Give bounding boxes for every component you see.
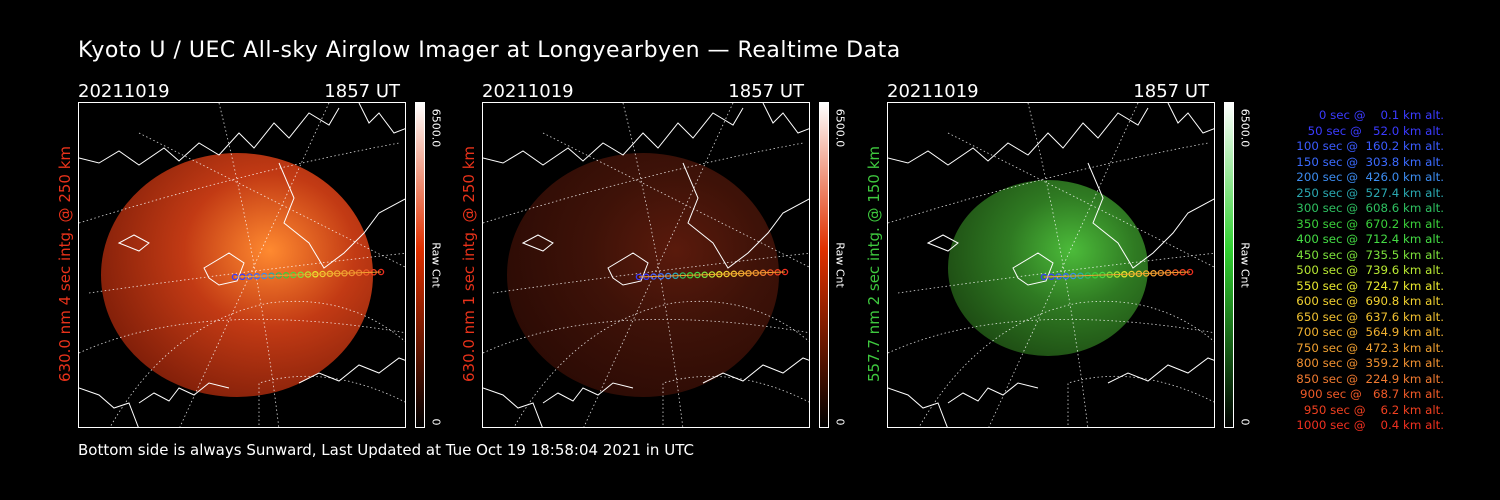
colorbar-1-min: 0 [429,418,443,426]
legend-row: 500 sec @ 739.6 km alt. [1292,263,1444,277]
legend-row: 900 sec @ 68.7 km alt. [1296,387,1444,401]
legend-row: 850 sec @ 224.9 km alt. [1292,371,1444,386]
colorbar-3-min: 0 [1238,418,1252,426]
legend-row: 300 sec @ 608.6 km alt. [1292,201,1444,215]
panel-2-wavelength-label: 630.0 nm 1 sec intg. @ 250 km [460,145,478,383]
colorbar-1-unit: Raw Cnt [429,242,443,288]
legend-row: 200 sec @ 426.0 km alt. [1292,170,1444,184]
page-title: Kyoto U / UEC All-sky Airglow Imager at … [78,38,901,63]
panel-3-date: 20211019 [887,81,979,102]
legend-row: 100 sec @ 160.2 km alt. [1292,139,1444,153]
panel-1-time: 1857 UT [324,81,400,102]
colorbar-2-unit: Raw Cnt [833,242,847,288]
panel-3-wavelength-label: 557.7 nm 2 sec intg. @ 150 km [865,145,883,383]
colorbar-2-max: 6500.0 [833,108,847,148]
legend-row: 150 sec @ 303.8 km alt. [1292,154,1444,169]
colorbar-2-min: 0 [833,418,847,426]
legend-row: 700 sec @ 564.9 km alt. [1292,325,1444,339]
legend-row: 0 sec @ 0.1 km alt. [1307,108,1444,122]
airglow-image-557nm-2s [887,102,1215,428]
colorbar-panel-2 [819,102,829,428]
colorbar-3-max: 6500.0 [1238,108,1252,148]
legend-row: 450 sec @ 735.5 km alt. [1292,247,1444,262]
footer-status: Bottom side is always Sunward, Last Upda… [78,441,694,459]
legend-row: 800 sec @ 359.2 km alt. [1292,356,1444,370]
airglow-image-630nm-1s [482,102,810,428]
trajectory-legend: 0 sec @ 0.1 km alt. 50 sec @ 52.0 km alt… [1262,108,1444,434]
legend-row: 250 sec @ 527.4 km alt. [1292,185,1444,200]
legend-row: 600 sec @ 690.8 km alt. [1292,294,1444,308]
colorbar-3-unit: Raw Cnt [1238,242,1252,288]
panel-1-date: 20211019 [78,81,170,102]
legend-row: 400 sec @ 712.4 km alt. [1292,232,1444,246]
colorbar-1-max: 6500.0 [429,108,443,148]
legend-row: 550 sec @ 724.7 km alt. [1292,278,1444,293]
panel-2-date: 20211019 [482,81,574,102]
colorbar-panel-1 [415,102,425,428]
colorbar-panel-3 [1224,102,1234,428]
legend-row: 1000 sec @ 0.4 km alt. [1296,418,1444,432]
legend-row: 50 sec @ 52.0 km alt. [1300,123,1444,138]
legend-row: 750 sec @ 472.3 km alt. [1292,340,1444,355]
panel-2-time: 1857 UT [728,81,804,102]
airglow-image-630nm-4s [78,102,406,428]
panel-3-time: 1857 UT [1133,81,1209,102]
panel-1-wavelength-label: 630.0 nm 4 sec intg. @ 250 km [56,145,74,383]
legend-row: 350 sec @ 670.2 km alt. [1292,216,1444,231]
legend-row: 950 sec @ 6.2 km alt. [1300,402,1444,417]
legend-row: 650 sec @ 637.6 km alt. [1292,309,1444,324]
